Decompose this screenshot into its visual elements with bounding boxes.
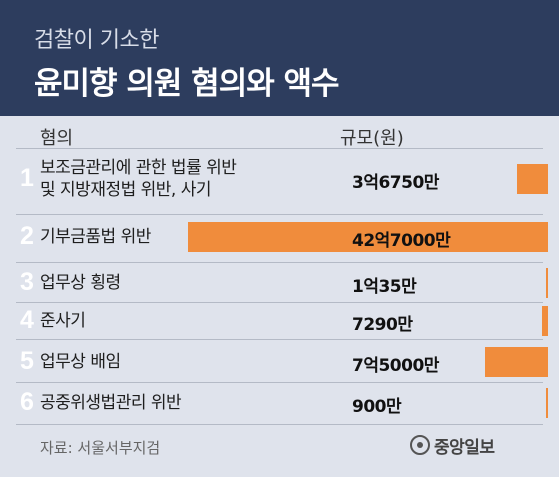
data-label: 42억7000만 bbox=[352, 231, 451, 251]
row-label: 준사기 bbox=[40, 310, 86, 332]
row-label-line: 및 지방재정법 위반, 사기 bbox=[40, 180, 212, 200]
table-row: 2 기부금품법 위반 42억7000만 bbox=[16, 217, 548, 257]
chart-subtitle: 검찰이 기소한 bbox=[34, 28, 159, 53]
row-label: 업무상 배임 bbox=[40, 351, 121, 373]
row-number: 6 bbox=[20, 388, 34, 416]
bar bbox=[188, 222, 548, 252]
row-number: 3 bbox=[20, 268, 34, 296]
table-row: 4 준사기 7290만 bbox=[16, 304, 548, 338]
bar bbox=[485, 347, 548, 377]
table-row: 5 업무상 배임 7억5000만 bbox=[16, 341, 548, 383]
row-label: 공중위생법관리 위반 bbox=[40, 392, 182, 414]
bar bbox=[546, 268, 548, 298]
chart-title: 윤미향 의원 혐의와 액수 bbox=[34, 66, 340, 102]
row-divider bbox=[16, 339, 543, 340]
bar bbox=[517, 164, 548, 194]
row-label-line: 업무상 배임 bbox=[40, 352, 121, 372]
data-label: 7억5000만 bbox=[352, 356, 439, 376]
header-banner: 검찰이 기소한 윤미향 의원 혐의와 액수 bbox=[0, 0, 559, 116]
row-label-line: 기부금품법 위반 bbox=[40, 227, 151, 247]
row-divider bbox=[16, 148, 543, 149]
row-label-line: 보조금관리에 관한 법률 위반 bbox=[40, 158, 237, 178]
row-number: 4 bbox=[20, 306, 34, 334]
data-label: 7290만 bbox=[352, 315, 413, 335]
data-label: 900만 bbox=[352, 397, 402, 417]
row-label: 기부금품법 위반 bbox=[40, 226, 151, 248]
column-header-scale: 규모(원) bbox=[340, 128, 404, 149]
data-label: 3억6750만 bbox=[352, 173, 439, 193]
row-number: 2 bbox=[20, 222, 34, 250]
source-note: 자료: 서울서부지검 bbox=[40, 439, 161, 457]
data-label: 1억35만 bbox=[352, 277, 417, 297]
table-row: 1 보조금관리에 관한 법률 위반 및 지방재정법 위반, 사기 3억6750만 bbox=[16, 150, 548, 208]
logo-text: 중앙일보 bbox=[434, 437, 495, 458]
row-number: 5 bbox=[20, 347, 34, 375]
row-divider bbox=[16, 382, 543, 383]
row-number: 1 bbox=[20, 164, 34, 192]
bar bbox=[542, 306, 548, 336]
row-divider bbox=[16, 302, 543, 303]
row-label-line: 준사기 bbox=[40, 311, 86, 331]
bar bbox=[546, 388, 548, 418]
row-divider bbox=[16, 214, 543, 215]
row-label-line: 공중위생법관리 위반 bbox=[40, 393, 182, 413]
row-divider bbox=[16, 262, 543, 263]
row-label: 업무상 횡령 bbox=[40, 272, 121, 294]
table-row: 3 업무상 횡령 1억35만 bbox=[16, 265, 548, 301]
publisher-logo: 중앙일보 bbox=[410, 432, 495, 458]
joongang-logo-icon bbox=[410, 435, 430, 455]
row-label-line: 업무상 횡령 bbox=[40, 273, 121, 293]
row-label: 보조금관리에 관한 법률 위반 및 지방재정법 위반, 사기 bbox=[40, 157, 237, 201]
column-header-charge: 혐의 bbox=[40, 128, 74, 149]
table-row: 6 공중위생법관리 위반 900만 bbox=[16, 385, 548, 421]
row-divider bbox=[16, 424, 543, 425]
